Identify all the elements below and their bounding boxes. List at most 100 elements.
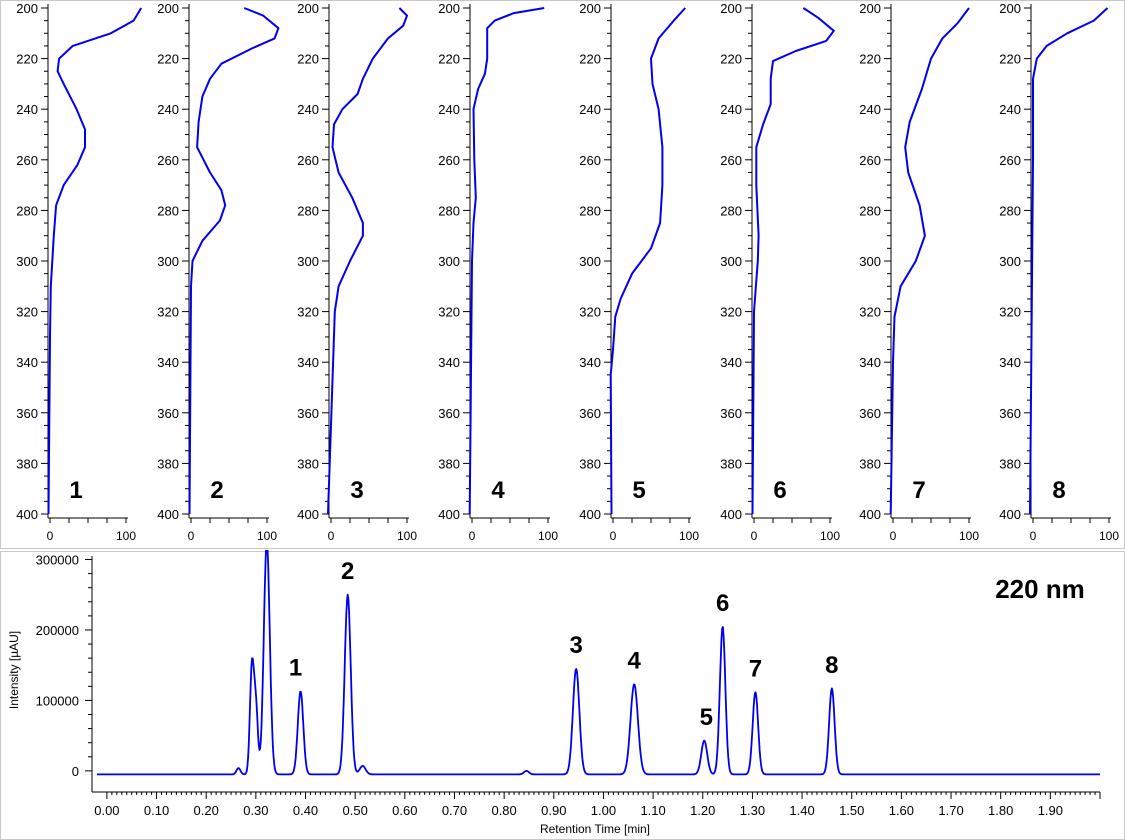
chromatogram-x-tick-label: 0.70 — [442, 803, 467, 818]
peak-label-1: 1 — [289, 655, 302, 682]
chromatogram-y-tick-label: 300000 — [36, 553, 79, 568]
chromatogram-x-tick-label: 0.00 — [94, 803, 119, 818]
spectrum-y-tick-label: 200 — [999, 1, 1021, 16]
spectrum-y-tick-label: 400 — [438, 507, 460, 522]
spectrum-y-tick-label: 400 — [859, 507, 881, 522]
spectrum-y-tick-label: 400 — [999, 507, 1021, 522]
chromatogram-x-tick-label: 1.60 — [889, 803, 914, 818]
spectrum-y-tick-label: 240 — [999, 102, 1021, 117]
spectrum-y-tick-label: 280 — [157, 203, 179, 218]
spectrum-compound-label: 1 — [69, 477, 82, 504]
spectrum-compound-label: 5 — [632, 477, 645, 504]
spectrum-x-tick-label: 100 — [1099, 529, 1119, 543]
spectrum-y-tick-label: 380 — [157, 456, 179, 471]
spectrum-y-tick-label: 300 — [859, 254, 881, 269]
spectrum-y-tick-label: 340 — [859, 355, 881, 370]
spectrum-x-tick-label: 0 — [890, 529, 897, 543]
spectrum-y-tick-label: 260 — [157, 153, 179, 168]
peak-label-4: 4 — [628, 648, 642, 675]
peak-label-5: 5 — [700, 704, 713, 731]
chromatogram-x-tick-label: 0.60 — [392, 803, 417, 818]
chromatogram-y-tick-label: 100000 — [36, 693, 79, 708]
spectrum-y-tick-label: 220 — [438, 52, 460, 67]
spectrum-y-tick-label: 260 — [999, 153, 1021, 168]
spectrum-y-tick-label: 220 — [720, 52, 742, 67]
spectrum-x-tick-label: 0 — [1030, 529, 1037, 543]
chromatogram-x-tick-label: 0.80 — [491, 803, 516, 818]
spectrum-y-tick-label: 220 — [999, 52, 1021, 67]
spectrum-y-tick-label: 340 — [438, 355, 460, 370]
spectrum-y-tick-label: 200 — [859, 1, 881, 16]
spectrum-y-tick-label: 300 — [579, 254, 601, 269]
chromatogram-x-tick-label: 1.80 — [988, 803, 1013, 818]
spectrum-y-tick-label: 200 — [579, 1, 601, 16]
spectrum-y-tick-label: 400 — [720, 507, 742, 522]
chromatogram-x-tick-label: 1.40 — [789, 803, 814, 818]
peak-label-8: 8 — [825, 652, 838, 679]
spectrum-panel-8: 200 220 240 260 280 300 320 340 360 380 400 0 100 8 — [999, 1, 1119, 543]
spectrum-y-tick-label: 280 — [297, 203, 319, 218]
chromatogram-x-tick-label: 1.20 — [690, 803, 715, 818]
spectrum-y-tick-label: 380 — [579, 456, 601, 471]
uv-spectra-panels: 200 220 240 260 280 300 320 340 360 380 400 0 100 1 20… — [16, 1, 1119, 543]
spectrum-y-tick-label: 220 — [16, 52, 38, 67]
spectrum-y-tick-label: 340 — [297, 355, 319, 370]
spectrum-x-tick-label: 100 — [116, 529, 136, 543]
spectrum-y-tick-label: 360 — [579, 406, 601, 421]
peak-label-6: 6 — [716, 590, 729, 617]
spectrum-panel-5: 200 220 240 260 280 300 320 340 360 380 400 0 100 5 — [579, 1, 699, 543]
chromatogram-x-tick-label: 1.90 — [1038, 803, 1063, 818]
spectrum-y-tick-label: 280 — [859, 203, 881, 218]
spectrum-x-tick-label: 0 — [328, 529, 335, 543]
spectrum-y-tick-label: 320 — [157, 305, 179, 320]
spectrum-y-tick-label: 280 — [438, 203, 460, 218]
spectrum-y-tick-label: 260 — [16, 153, 38, 168]
spectrum-x-tick-label: 0 — [751, 529, 758, 543]
chromatogram-x-tick-label: 1.30 — [740, 803, 765, 818]
spectrum-y-tick-label: 280 — [16, 203, 38, 218]
spectrum-y-tick-label: 300 — [157, 254, 179, 269]
spectrum-y-tick-label: 320 — [438, 305, 460, 320]
spectrum-x-tick-label: 0 — [469, 529, 476, 543]
spectrum-y-tick-label: 280 — [720, 203, 742, 218]
spectrum-y-tick-label: 360 — [157, 406, 179, 421]
spectrum-y-tick-label: 360 — [859, 406, 881, 421]
spectrum-y-tick-label: 240 — [438, 102, 460, 117]
chromatogram-x-tick-label: 1.50 — [839, 803, 864, 818]
spectrum-y-tick-label: 200 — [157, 1, 179, 16]
spectrum-y-tick-label: 300 — [297, 254, 319, 269]
spectrum-x-tick-label: 100 — [538, 529, 558, 543]
spectrum-y-tick-label: 220 — [297, 52, 319, 67]
spectrum-x-tick-label: 0 — [188, 529, 195, 543]
spectrum-y-tick-label: 260 — [720, 153, 742, 168]
spectrum-y-tick-label: 220 — [157, 52, 179, 67]
spectrum-y-tick-label: 340 — [999, 355, 1021, 370]
spectrum-y-tick-label: 340 — [720, 355, 742, 370]
spectrum-y-tick-label: 320 — [859, 305, 881, 320]
spectrum-y-tick-label: 240 — [157, 102, 179, 117]
chromatogram-x-axis-title: Retention Time [min] — [540, 822, 650, 836]
spectrum-y-tick-label: 300 — [16, 254, 38, 269]
chromatogram-x-tick-label: 0.20 — [194, 803, 219, 818]
spectrum-curve-8 — [1029, 7, 1109, 515]
spectrum-x-tick-label: 100 — [257, 529, 277, 543]
spectrum-y-tick-label: 400 — [157, 507, 179, 522]
spectrum-x-tick-label: 100 — [397, 529, 417, 543]
spectrum-compound-label: 7 — [912, 477, 925, 504]
spectrum-y-tick-label: 360 — [720, 406, 742, 421]
spectrum-y-tick-label: 300 — [999, 254, 1021, 269]
chromatogram-x-tick-label: 0.10 — [144, 803, 169, 818]
spectrum-y-tick-label: 340 — [579, 355, 601, 370]
chromatogram-panel: Retention Time [min] Intensity [µAU] 220… — [7, 550, 1101, 836]
spectrum-y-tick-label: 280 — [999, 203, 1021, 218]
peak-label-2: 2 — [341, 558, 354, 585]
spectrum-y-tick-label: 340 — [157, 355, 179, 370]
chromatogram-x-tick-label: 1.10 — [640, 803, 665, 818]
spectrum-y-tick-label: 200 — [16, 1, 38, 16]
spectrum-y-tick-label: 240 — [720, 102, 742, 117]
spectrum-panel-1: 200 220 240 260 280 300 320 340 360 380 400 0 100 1 — [16, 1, 143, 543]
chromatogram-x-tick-label: 1.00 — [591, 803, 616, 818]
spectrum-panel-7: 200 220 240 260 280 300 320 340 360 380 400 0 100 7 — [859, 1, 979, 543]
spectrum-y-tick-label: 360 — [438, 406, 460, 421]
spectrum-y-tick-label: 260 — [297, 153, 319, 168]
